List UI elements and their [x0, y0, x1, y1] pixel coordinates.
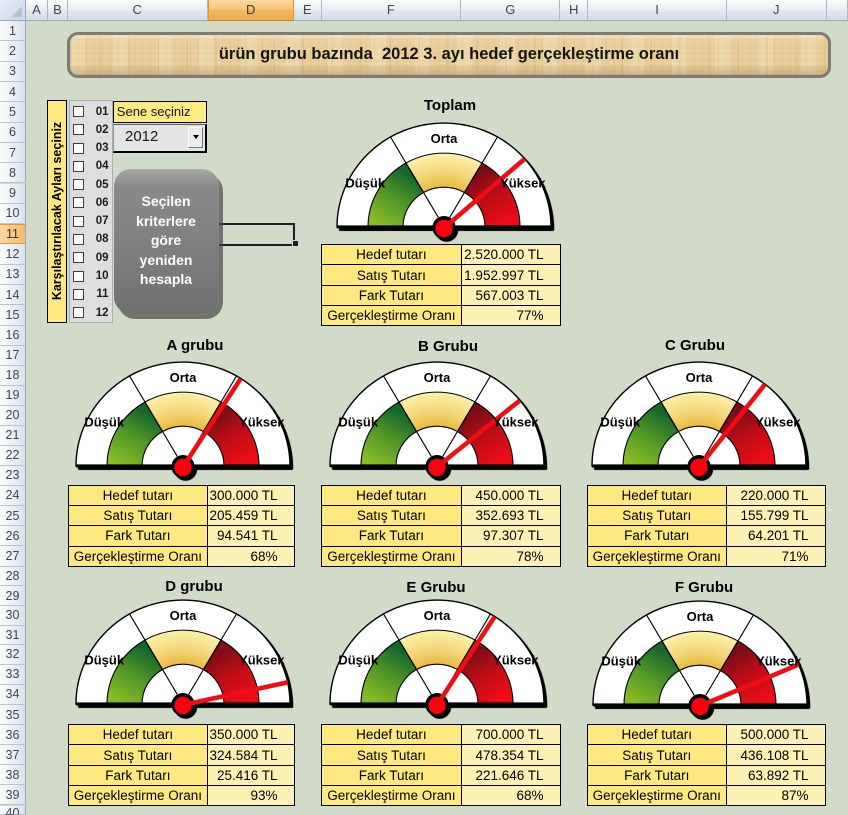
svg-text:Yüksek: Yüksek	[755, 415, 801, 430]
svg-text:Düşük: Düşük	[84, 415, 125, 430]
svg-text:Orta: Orta	[686, 609, 714, 624]
svg-text:Düşük: Düşük	[85, 652, 126, 667]
svg-text:Yüksek: Yüksek	[493, 414, 539, 429]
svg-text:Düşük: Düşük	[345, 175, 386, 190]
svg-text:Yüksek: Yüksek	[239, 652, 285, 667]
svg-text:Yüksek: Yüksek	[493, 652, 539, 667]
svg-text:Orta: Orta	[423, 608, 451, 623]
svg-text:Orta: Orta	[424, 370, 452, 385]
svg-text:Düşük: Düşük	[339, 414, 380, 429]
svg-text:Orta: Orta	[431, 131, 459, 146]
svg-text:Orta: Orta	[170, 370, 198, 385]
svg-text:Düşük: Düşük	[601, 653, 642, 668]
svg-text:Yüksek: Yüksek	[500, 175, 546, 190]
svg-text:Düşük: Düşük	[338, 652, 379, 667]
svg-text:Yüksek: Yüksek	[239, 415, 285, 430]
svg-text:Orta: Orta	[170, 608, 198, 623]
svg-text:Yüksek: Yüksek	[756, 653, 802, 668]
svg-text:Düşük: Düşük	[600, 415, 641, 430]
svg-text:Orta: Orta	[685, 370, 713, 385]
